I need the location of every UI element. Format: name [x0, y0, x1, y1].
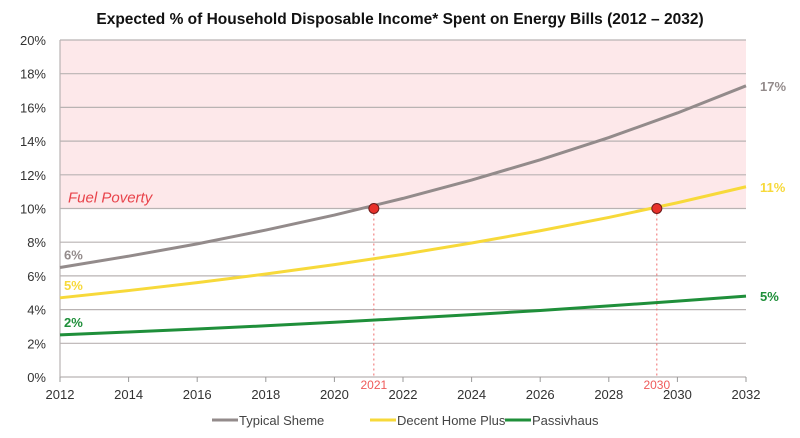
- y-tick-label: 20%: [20, 33, 46, 48]
- y-tick-label: 18%: [20, 67, 46, 82]
- x-tick-label: 2020: [320, 387, 349, 402]
- y-tick-label: 8%: [27, 235, 46, 250]
- legend-label: Typical Sheme: [239, 413, 324, 428]
- x-tick-label: 2012: [46, 387, 75, 402]
- series-line-2: [59, 294, 747, 337]
- y-tick-label: 4%: [27, 303, 46, 318]
- series-start-label: 5%: [64, 278, 83, 293]
- y-tick-label: 14%: [20, 134, 46, 149]
- series-start-label: 2%: [64, 315, 83, 330]
- y-tick-label: 16%: [20, 100, 46, 115]
- y-tick-label: 2%: [27, 336, 46, 351]
- x-tick-label: 2030: [663, 387, 692, 402]
- y-tick-label: 0%: [27, 370, 46, 385]
- fuel-poverty-label: Fuel Poverty: [68, 190, 154, 207]
- series-end-label: 17%: [760, 79, 786, 94]
- chart-title: Expected % of Household Disposable Incom…: [96, 11, 703, 28]
- x-tick-label: 2018: [251, 387, 280, 402]
- marker-year-label: 2021: [360, 378, 387, 392]
- x-tick-label: 2028: [594, 387, 623, 402]
- fuel-poverty-region: [60, 40, 746, 209]
- series-end-label: 5%: [760, 289, 779, 304]
- series-line-1: [59, 185, 747, 300]
- intersection-marker: [651, 203, 663, 214]
- x-tick-label: 2022: [389, 387, 418, 402]
- legend-label: Passivhaus: [532, 413, 599, 428]
- y-tick-label: 6%: [27, 269, 46, 284]
- series-end-label: 11%: [760, 180, 786, 195]
- x-tick-label: 2026: [526, 387, 555, 402]
- y-tick-label: 12%: [20, 168, 46, 183]
- x-tick-label: 2016: [183, 387, 212, 402]
- series-start-label: 6%: [64, 247, 83, 262]
- series-line-0: [59, 84, 747, 269]
- intersection-marker: [368, 203, 380, 214]
- y-tick-label: 10%: [20, 202, 46, 217]
- x-tick-label: 2014: [114, 387, 143, 402]
- marker-year-label: 2030: [643, 378, 670, 392]
- legend-label: Decent Home Plus: [397, 413, 506, 428]
- x-tick-label: 2032: [732, 387, 761, 402]
- x-tick-label: 2024: [457, 387, 486, 402]
